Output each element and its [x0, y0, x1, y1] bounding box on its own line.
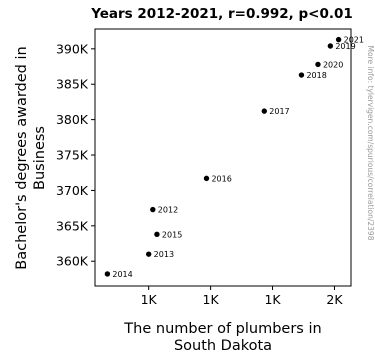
data-point	[298, 72, 305, 78]
y-tick-label: 360K	[56, 254, 89, 269]
y-axis-label-line-1: Bachelor's degrees awarded in	[14, 46, 30, 269]
plot-area-frame	[94, 28, 352, 287]
x-tick-label: 1K	[264, 292, 281, 307]
data-point-label: 2012	[158, 206, 178, 215]
data-point-label: 2013	[154, 250, 174, 259]
data-point-label: 2016	[211, 174, 231, 183]
data-point	[261, 108, 267, 114]
data-point	[104, 271, 111, 277]
data-point-label: 2015	[162, 230, 182, 239]
y-axis-label-line-2: Business	[32, 126, 48, 190]
x-tick-label: 1K	[203, 292, 220, 307]
x-tick-label: 1K	[141, 292, 158, 307]
y-tick-label: 370K	[56, 183, 89, 198]
data-point-label: 2017	[269, 107, 289, 116]
data-point	[145, 251, 152, 257]
y-tick-label: 380K	[56, 112, 89, 127]
data-point-label: 2018	[306, 71, 326, 80]
data-point	[327, 43, 334, 49]
data-point	[150, 206, 156, 213]
x-axis: 1K 1K 1K 2K	[141, 286, 343, 307]
data-point	[335, 36, 342, 43]
data-points: 2012 2013 2014 2015 2016 2017 2018 2019 2020 2021	[104, 36, 364, 279]
source-note: More info: tylervigen.com/spurious/corre…	[366, 46, 375, 241]
data-point-label: 2019	[335, 42, 355, 51]
y-tick-label: 385K	[56, 77, 89, 92]
data-point-label: 2020	[323, 60, 343, 69]
y-tick-label: 390K	[56, 41, 89, 56]
x-axis-label-line-1: The number of plumbers in	[123, 321, 321, 337]
data-point	[315, 61, 321, 68]
y-axis: 360K 365K 370K 375K 380K 385K 390K	[56, 41, 95, 269]
data-point	[154, 231, 160, 238]
y-tick-label: 365K	[56, 218, 89, 233]
data-point-label: 2014	[112, 270, 132, 279]
y-tick-label: 375K	[56, 148, 89, 163]
x-tick-label: 2K	[326, 292, 343, 307]
data-point-label: 2021	[344, 36, 364, 45]
chart-title: Years 2012-2021, r=0.992, p<0.01	[90, 6, 353, 22]
x-axis-label-line-2: South Dakota	[174, 338, 272, 354]
data-point	[203, 175, 210, 182]
